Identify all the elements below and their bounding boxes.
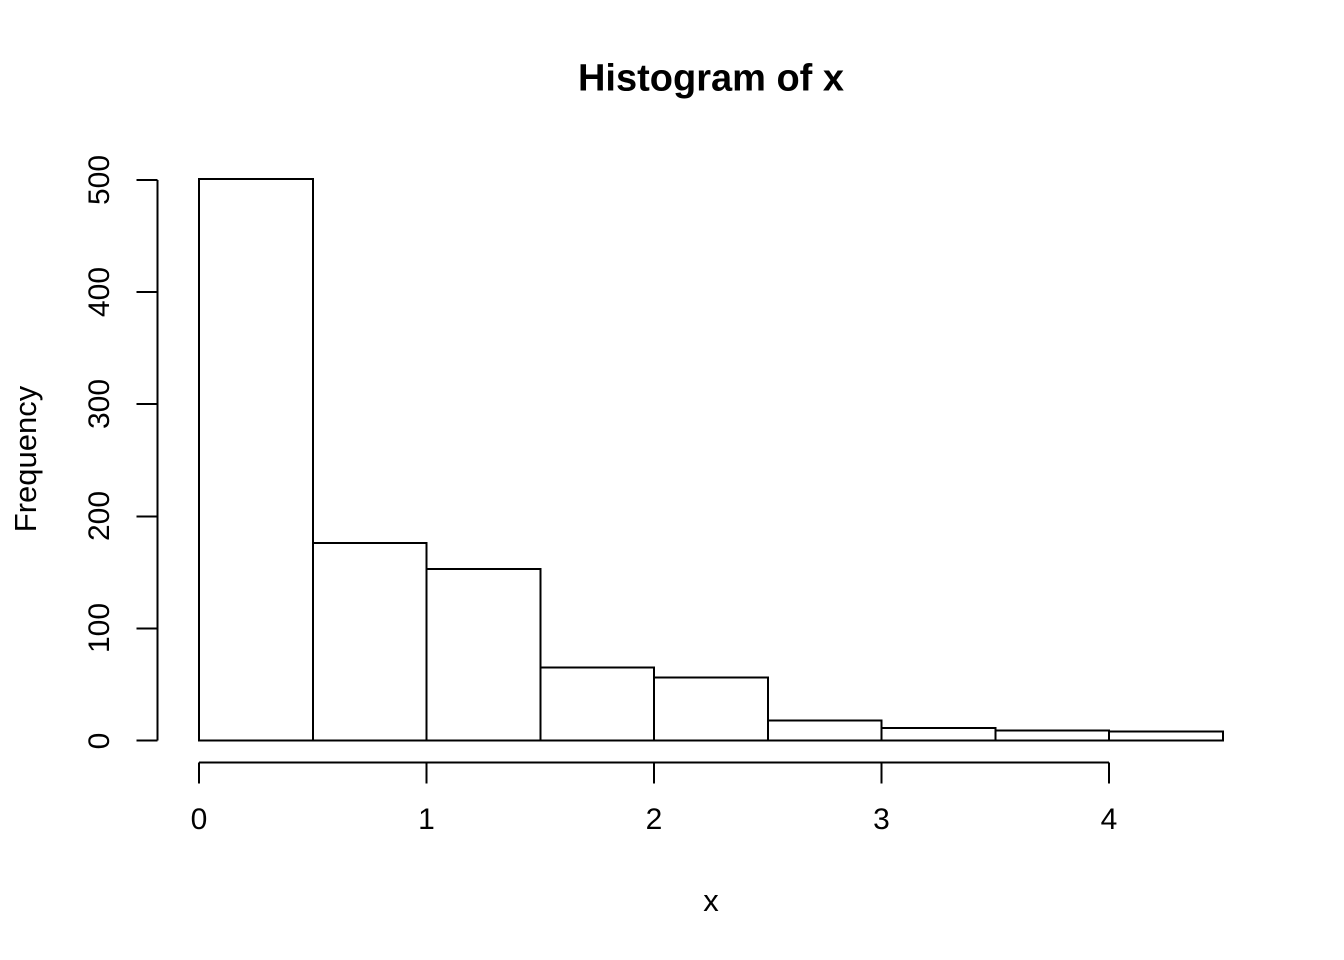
x-axis-label: x (703, 883, 719, 918)
histogram-bar (425, 567, 542, 742)
histogram-bar (766, 719, 883, 742)
histogram-bar (198, 177, 314, 742)
y-tick-label: 500 (83, 154, 116, 206)
y-tick-label: 400 (83, 267, 116, 318)
y-axis-label: Frequency (8, 385, 43, 533)
histogram-bar (539, 666, 655, 742)
histogram-bar (994, 729, 1110, 742)
y-tick-label: 300 (83, 379, 116, 430)
histogram-bar (311, 542, 428, 742)
x-tick-label: 4 (1100, 803, 1118, 836)
chart-title: Histogram of x (577, 57, 845, 100)
x-tick-label: 0 (190, 803, 208, 836)
y-tick-label: 200 (83, 491, 116, 542)
x-tick-label: 2 (645, 803, 663, 836)
histogram-bar (653, 676, 769, 742)
y-tick-label: 0 (83, 732, 116, 749)
histogram-bar (880, 727, 997, 742)
y-tick-label: 100 (83, 603, 116, 654)
x-tick-label: 1 (418, 803, 435, 836)
x-tick-label: 3 (873, 803, 890, 836)
histogram-bar (1108, 730, 1224, 742)
